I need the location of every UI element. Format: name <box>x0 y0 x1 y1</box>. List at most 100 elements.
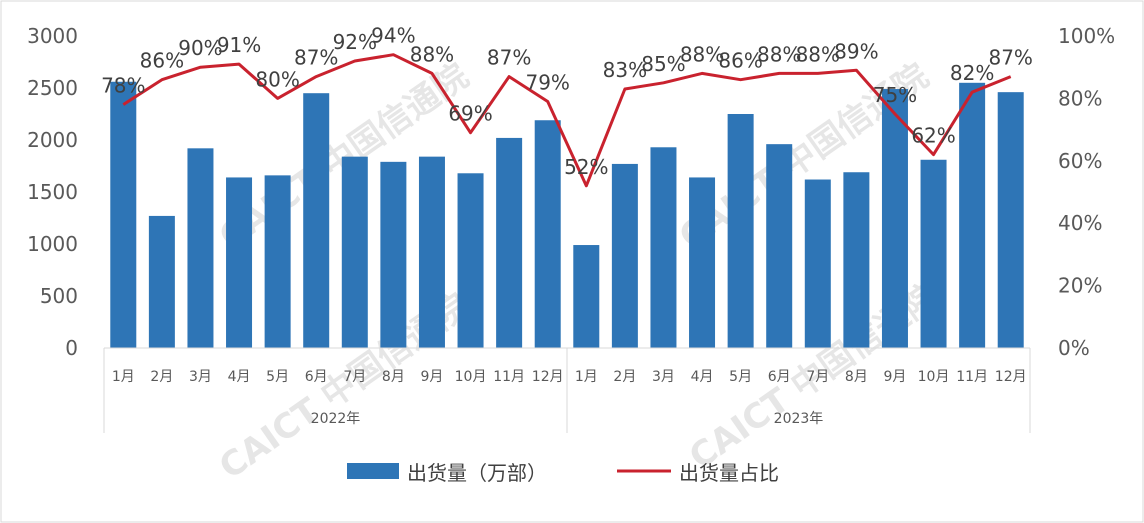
bar <box>457 173 484 348</box>
line-data-label: 88% <box>757 42 801 66</box>
category-label: 2月 <box>150 369 173 385</box>
line-data-labels: 78%86%90%91%80%87%92%94%88%69%87%79%52%8… <box>101 24 1033 179</box>
line-data-label: 87% <box>988 46 1032 70</box>
line-data-label: 62% <box>911 124 955 148</box>
line-data-label: 80% <box>255 67 299 91</box>
legend-bar-swatch <box>347 463 399 479</box>
bar <box>380 161 407 348</box>
left-tick-label: 500 <box>40 284 78 308</box>
bar <box>727 114 754 348</box>
category-label: 9月 <box>420 369 443 385</box>
line-data-label: 87% <box>294 46 338 70</box>
line-data-label: 88% <box>796 42 840 66</box>
category-label: 5月 <box>266 369 289 385</box>
line-path <box>122 53 1012 188</box>
left-tick-label: 1500 <box>27 180 78 204</box>
year-label: 2023年 <box>774 411 824 427</box>
bar <box>148 215 175 348</box>
bar <box>341 156 368 348</box>
right-tick-label: 20% <box>1058 274 1102 298</box>
line-data-label: 88% <box>410 42 454 66</box>
bar <box>303 93 330 348</box>
line-data-label: 89% <box>834 39 878 63</box>
left-axis: 0 500 1000 1500 2000 2500 3000 <box>27 24 78 360</box>
legend-bar-label: 出货量（万部） <box>407 461 547 485</box>
bar <box>804 179 831 348</box>
category-label: 7月 <box>343 369 366 385</box>
bar <box>264 175 291 348</box>
line-data-label: 91% <box>217 33 261 57</box>
bar <box>226 177 253 348</box>
right-tick-label: 40% <box>1058 211 1102 235</box>
left-tick-label: 2500 <box>27 76 78 100</box>
line-data-label: 79% <box>525 71 569 95</box>
line-data-label: 82% <box>950 61 994 85</box>
line-data-label: 88% <box>680 42 724 66</box>
category-label: 8月 <box>845 369 868 385</box>
category-label: 4月 <box>228 369 251 385</box>
left-tick-label: 0 <box>65 336 78 360</box>
left-tick-label: 2000 <box>27 128 78 152</box>
category-label: 2月 <box>613 369 636 385</box>
category-label: 3月 <box>189 369 212 385</box>
category-label: 11月 <box>956 369 988 385</box>
bar <box>997 92 1024 348</box>
right-tick-label: 60% <box>1058 149 1102 173</box>
category-label: 10月 <box>455 369 487 385</box>
line-data-label: 92% <box>333 30 377 54</box>
left-tick-label: 3000 <box>27 24 78 48</box>
category-label: 9月 <box>883 369 906 385</box>
bar <box>689 177 716 348</box>
year-label: 2022年 <box>311 411 361 427</box>
category-label: 7月 <box>806 369 829 385</box>
category-label: 11月 <box>493 369 525 385</box>
legend: 出货量（万部） 出货量占比 <box>347 461 779 485</box>
line-data-label: 90% <box>178 36 222 60</box>
bar <box>650 147 677 348</box>
left-tick-label: 1000 <box>27 232 78 256</box>
bar <box>496 137 523 348</box>
bar <box>534 120 561 349</box>
legend-line-label: 出货量占比 <box>679 461 779 485</box>
bar <box>920 159 947 348</box>
line-data-label: 78% <box>101 74 145 98</box>
line-data-label: 52% <box>564 155 608 179</box>
line-series <box>122 53 1012 188</box>
line-data-label: 75% <box>873 83 917 107</box>
category-label: 12月 <box>532 369 564 385</box>
bar <box>187 148 214 348</box>
category-label: 1月 <box>575 369 598 385</box>
bar-series <box>110 81 1024 349</box>
category-label: 6月 <box>305 369 328 385</box>
category-label: 3月 <box>652 369 675 385</box>
bar <box>881 89 908 348</box>
bar <box>843 172 870 348</box>
bar <box>959 82 986 349</box>
category-label: 8月 <box>382 369 405 385</box>
right-tick-label: 0% <box>1058 336 1090 360</box>
category-label: 5月 <box>729 369 752 385</box>
bar <box>110 81 137 348</box>
category-label: 12月 <box>995 369 1027 385</box>
category-label: 4月 <box>691 369 714 385</box>
line-data-label: 87% <box>487 46 531 70</box>
bar <box>418 156 445 348</box>
category-label: 10月 <box>918 369 950 385</box>
line-data-label: 94% <box>371 24 415 48</box>
line-data-label: 86% <box>140 49 184 73</box>
category-label: 6月 <box>768 369 791 385</box>
category-axis: 1月 2月 3月 4月 5月 6月 7月 8月 9月 10月 11月 12月 1月 2月 3月 4月 5月 6月 7… <box>103 347 1031 433</box>
line-data-label: 85% <box>641 52 685 76</box>
bar <box>611 163 638 348</box>
line-data-label: 83% <box>603 58 647 82</box>
category-label: 1月 <box>112 369 135 385</box>
right-tick-label: 80% <box>1058 86 1102 110</box>
bar <box>766 144 793 348</box>
bar <box>573 245 600 348</box>
line-data-label: 69% <box>448 102 492 126</box>
right-axis: 0% 20% 40% 60% 80% 100% <box>1058 24 1115 360</box>
line-data-label: 86% <box>718 49 762 73</box>
